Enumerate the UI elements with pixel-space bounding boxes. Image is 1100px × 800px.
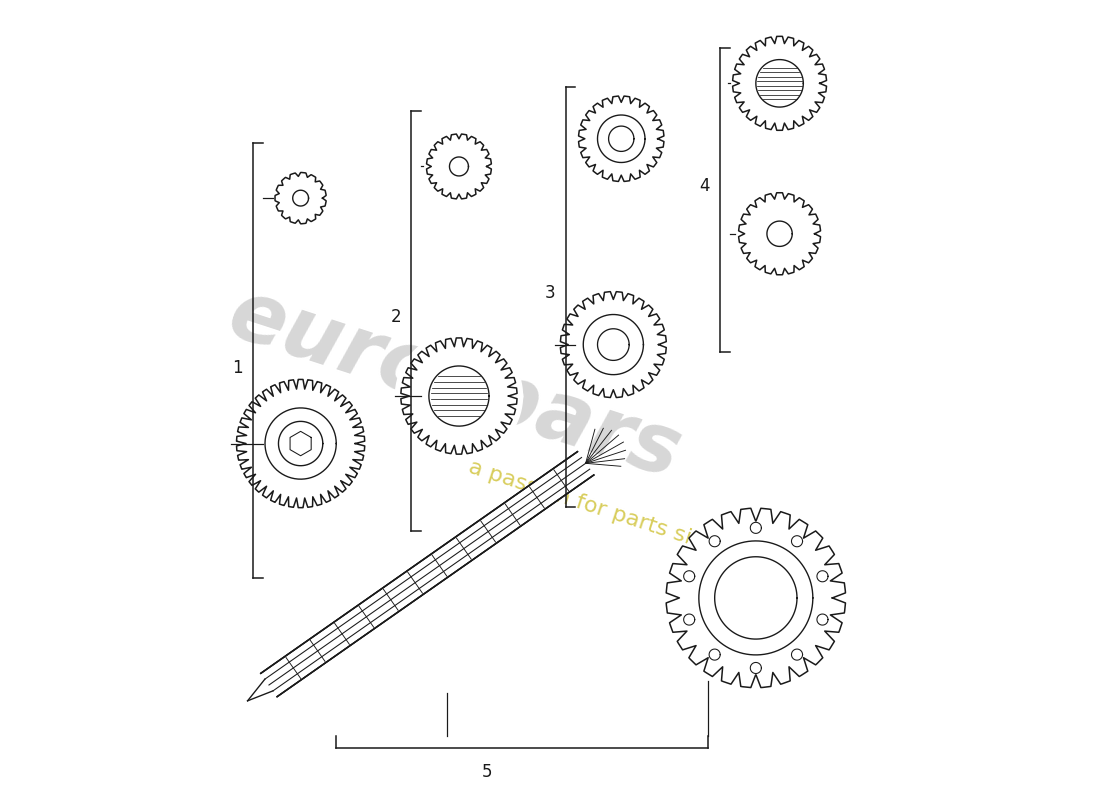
Polygon shape	[750, 522, 761, 534]
Polygon shape	[710, 536, 720, 546]
Text: 5: 5	[482, 763, 492, 781]
Polygon shape	[236, 379, 365, 508]
Polygon shape	[429, 366, 490, 426]
Polygon shape	[560, 292, 667, 398]
Polygon shape	[728, 32, 830, 134]
Polygon shape	[261, 452, 594, 697]
Polygon shape	[750, 662, 761, 674]
Polygon shape	[667, 508, 846, 687]
Polygon shape	[710, 649, 720, 660]
Polygon shape	[424, 131, 495, 202]
Text: 3: 3	[544, 284, 556, 302]
Polygon shape	[556, 286, 671, 402]
Polygon shape	[817, 570, 828, 582]
Text: 4: 4	[700, 178, 710, 195]
Text: a passion for parts since 1985: a passion for parts since 1985	[466, 457, 792, 580]
Polygon shape	[733, 36, 826, 130]
Polygon shape	[684, 570, 695, 582]
Polygon shape	[231, 374, 371, 514]
Text: eurospars: eurospars	[219, 273, 691, 495]
Polygon shape	[273, 170, 329, 226]
Polygon shape	[715, 557, 798, 639]
Polygon shape	[579, 96, 664, 182]
Polygon shape	[450, 157, 469, 176]
Text: 1: 1	[232, 359, 243, 378]
Polygon shape	[792, 536, 803, 546]
Polygon shape	[684, 614, 695, 625]
Text: 2: 2	[390, 308, 400, 326]
Polygon shape	[293, 190, 308, 206]
Polygon shape	[574, 92, 668, 186]
Polygon shape	[608, 126, 634, 151]
Polygon shape	[597, 115, 645, 162]
Polygon shape	[275, 173, 326, 224]
Polygon shape	[669, 510, 843, 685]
Polygon shape	[817, 614, 828, 625]
Polygon shape	[738, 193, 821, 274]
Polygon shape	[767, 221, 792, 246]
Polygon shape	[400, 338, 517, 454]
Polygon shape	[427, 134, 492, 199]
Polygon shape	[597, 329, 629, 361]
Polygon shape	[792, 649, 803, 660]
Polygon shape	[583, 314, 643, 374]
Polygon shape	[735, 189, 824, 278]
Polygon shape	[756, 59, 803, 107]
Polygon shape	[698, 541, 813, 655]
Polygon shape	[278, 422, 322, 466]
Polygon shape	[395, 333, 522, 459]
Polygon shape	[265, 408, 337, 479]
